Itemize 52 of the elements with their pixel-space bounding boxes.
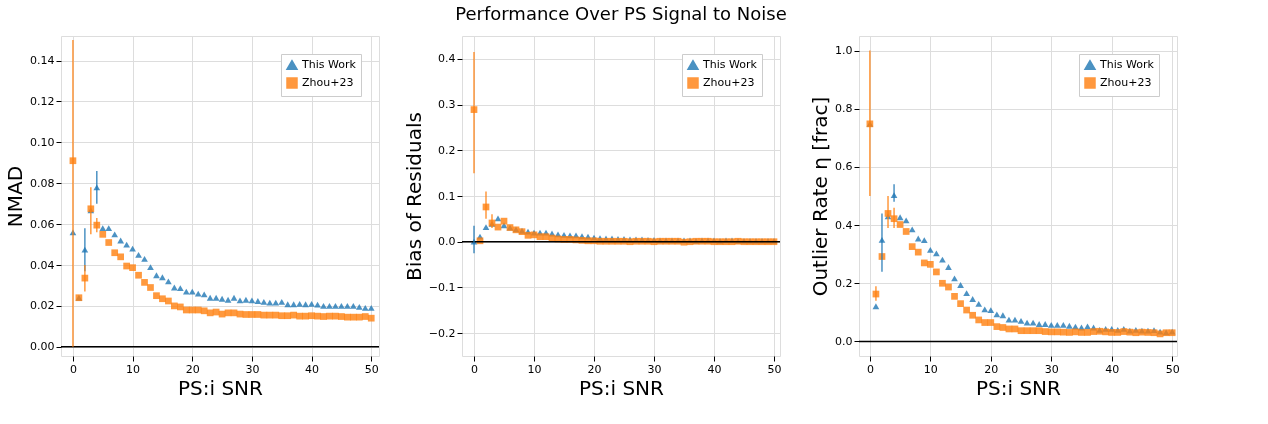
x-tick-label: 30 (647, 362, 662, 376)
y-tick-label: −0.2 (428, 326, 456, 340)
y-tick-label: 1.0 (835, 44, 853, 58)
legend-label: This Work (301, 58, 357, 71)
x-tick-label: 0 (69, 362, 77, 376)
y-tick-label: 0.0 (438, 235, 456, 249)
x-tick-label: 10 (923, 362, 938, 376)
x-tick-label: 40 (1105, 362, 1120, 376)
y-tick-label: 0.4 (835, 218, 853, 232)
y-tick-label: 0.12 (30, 94, 55, 108)
legend-label: Zhou+23 (703, 76, 755, 89)
x-tick-label: 30 (245, 362, 260, 376)
x-tick-label: 20 (984, 362, 999, 376)
legend-label: Zhou+23 (1100, 76, 1152, 89)
y-tick-label: −0.1 (428, 280, 456, 294)
y-tick-label: 0.2 (835, 276, 853, 290)
x-tick-label: 20 (185, 362, 200, 376)
y-tick-label: 0.2 (438, 143, 456, 157)
x-tick-label: 50 (1165, 362, 1180, 376)
y-tick-label: 0.08 (30, 176, 55, 190)
x-tick-label: 50 (767, 362, 782, 376)
x-tick-label: 50 (364, 362, 379, 376)
y-tick-label: 0.4 (438, 52, 456, 66)
x-tick-label: 0 (471, 362, 478, 376)
y-tick-label: 0.8 (835, 102, 853, 116)
x-tick-label: 10 (527, 362, 542, 376)
x-tick-label: 40 (305, 362, 320, 376)
x-axis-title: PS:i SNR (976, 375, 1062, 400)
y-tick-label: 0.3 (438, 98, 456, 112)
chart-title: Performance Over PS Signal to Noise (455, 3, 787, 24)
y-axis-title: Outlier Rate η [frac] (808, 96, 833, 297)
x-tick-label: 0 (866, 362, 874, 376)
y-tick-label: 0.1 (438, 189, 456, 203)
legend-label: This Work (1099, 58, 1155, 71)
legend-label: Zhou+23 (302, 76, 354, 89)
x-tick-label: 10 (126, 362, 141, 376)
y-tick-label: 0.10 (30, 135, 55, 149)
x-tick-label: 20 (587, 362, 602, 376)
x-axis-title: PS:i SNR (579, 375, 665, 400)
legend-label: This Work (702, 58, 758, 71)
y-tick-label: 0.06 (30, 217, 55, 231)
x-axis-title: PS:i SNR (178, 375, 264, 400)
y-tick-label: 0.6 (835, 160, 853, 174)
x-tick-label: 30 (1044, 362, 1059, 376)
y-tick-label: 0.00 (30, 340, 55, 354)
y-axis-title: NMAD (3, 165, 28, 228)
y-tick-label: 0.0 (835, 334, 853, 348)
y-tick-label: 0.04 (30, 258, 55, 272)
x-tick-label: 40 (707, 362, 722, 376)
y-axis-title: Bias of Residuals (401, 112, 426, 281)
y-tick-label: 0.02 (30, 299, 55, 313)
y-tick-label: 0.14 (30, 54, 55, 68)
